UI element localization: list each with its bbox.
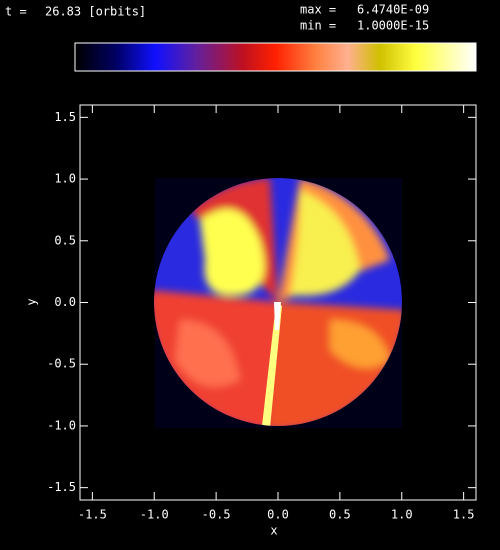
time-label: t = [5, 5, 27, 19]
y-axis-label: y [25, 298, 39, 305]
max-value: 6.4740E-09 [357, 3, 429, 17]
x-tick-label: 0.5 [329, 508, 351, 522]
x-axis-label: x [270, 524, 277, 538]
x-tick-label: 1.0 [391, 508, 413, 522]
y-tick-label: -0.5 [47, 357, 76, 371]
min-label: min = [300, 19, 336, 33]
y-tick-label: 1.0 [54, 172, 76, 186]
y-tick-label: 0.5 [54, 233, 76, 247]
min-value: 1.0000E-15 [357, 19, 429, 33]
max-label: max = [300, 3, 336, 17]
x-tick-label: -1.0 [140, 508, 169, 522]
x-tick-label: 1.5 [453, 508, 475, 522]
time-value: 26.83 [orbits] [45, 5, 146, 19]
x-tick-label: -0.5 [202, 508, 231, 522]
x-tick-label: 0.0 [267, 508, 289, 522]
x-tick-label: -1.5 [78, 508, 107, 522]
disk-image [154, 178, 402, 426]
colorbar [74, 42, 477, 72]
y-tick-label: -1.5 [47, 480, 76, 494]
y-tick-label: -1.0 [47, 418, 76, 432]
y-tick-label: 1.5 [54, 110, 76, 124]
y-tick-label: 0.0 [54, 295, 76, 309]
